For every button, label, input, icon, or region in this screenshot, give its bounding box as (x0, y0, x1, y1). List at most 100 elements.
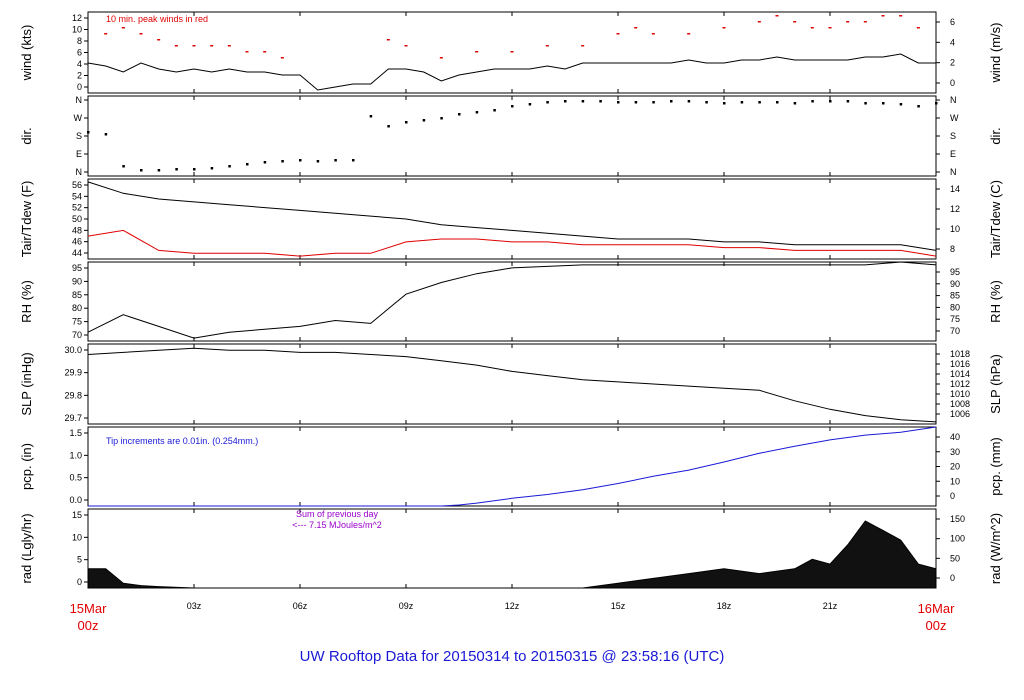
y-axis-label-right: RH (%) (988, 280, 1003, 323)
y-tick-label-right: 95 (950, 267, 960, 277)
y-tick-label-right: 1012 (950, 379, 970, 389)
y-axis-label-right: dir. (988, 127, 1003, 144)
x-tick-label: 15z (611, 601, 626, 611)
y-tick-label-right: 1014 (950, 369, 970, 379)
dir-point (670, 100, 673, 103)
wind-peak-mark (651, 33, 655, 35)
dir-point (87, 131, 90, 134)
tdew-line (87, 229, 937, 257)
y-tick-label-right: 4 (950, 37, 955, 47)
y-tick-label-left: N (76, 167, 83, 177)
dir-point (811, 100, 814, 103)
y-tick-label-right: 6 (950, 17, 955, 27)
y-tick-label-left: 10 (72, 25, 82, 35)
dir-point (458, 113, 461, 116)
dir-point (528, 103, 532, 106)
footer-title: UW Rooftop Data for 20150314 to 20150315… (299, 648, 725, 665)
y-tick-label-right: 20 (950, 462, 960, 472)
y-axis-label-right: pcp. (mm) (988, 437, 1003, 496)
wind-peak-mark (881, 15, 885, 17)
wind-peak-mark (687, 33, 691, 35)
dir-point (652, 101, 655, 104)
dir-point (210, 167, 214, 170)
y-tick-label-left: 44 (72, 248, 82, 258)
dir-point (140, 169, 143, 172)
dir-point (387, 125, 390, 128)
dir-point (246, 163, 249, 166)
y-tick-label-left: N (76, 95, 83, 105)
y-tick-label-left: 0 (77, 577, 82, 587)
tair-line (87, 181, 937, 251)
rad-area (87, 520, 937, 589)
dir-point (740, 101, 744, 104)
y-tick-label-left: 48 (72, 225, 82, 235)
y-tick-label-right: 1010 (950, 389, 970, 399)
wind-peak-mark (192, 45, 196, 47)
panel-temp (87, 178, 937, 260)
dir-point (334, 159, 337, 162)
dir-point (104, 133, 108, 136)
wind-peak-mark (227, 45, 231, 47)
y-tick-label-left: 15 (72, 510, 82, 520)
y-tick-label-left: 0.5 (69, 473, 82, 483)
dir-point (369, 115, 373, 118)
dir-point (564, 100, 567, 103)
dir-point (846, 100, 850, 103)
y-tick-label-left: 70 (72, 330, 82, 340)
y-tick-label-right: 85 (950, 291, 960, 301)
y-tick-label-right: W (950, 113, 959, 123)
wind-peak-mark (899, 15, 903, 17)
y-axis-label-right: Tair/Tdew (C) (988, 180, 1003, 258)
wind-peak-mark (863, 21, 867, 23)
wind-peak-mark (263, 51, 267, 53)
y-axis-label-left: RH (%) (19, 280, 34, 323)
y-tick-label-right: 80 (950, 302, 960, 312)
y-tick-label-left: 95 (72, 263, 82, 273)
wind-peak-mark (475, 51, 479, 53)
dir-point (617, 101, 620, 104)
wind-peak-mark (174, 45, 178, 47)
wind-peak-mark (828, 27, 832, 29)
y-tick-label-right: 50 (950, 553, 960, 563)
wind-peak-mark (439, 57, 443, 59)
dir-point (228, 165, 231, 168)
y-tick-label-right: 90 (950, 279, 960, 289)
wind-peak-mark (810, 27, 814, 29)
dir-point (422, 119, 426, 122)
x-tick-label: 21z (823, 601, 838, 611)
wind-peak-mark (121, 27, 125, 29)
wind-peak-mark (510, 51, 514, 53)
x-tick-label: 18z (717, 601, 732, 611)
x-start-label-bottom: 00z (78, 618, 99, 633)
y-tick-label-left: 90 (72, 276, 82, 286)
y-tick-label-left: 0 (77, 82, 82, 92)
y-tick-label-left: 29.7 (64, 413, 82, 423)
wind-peak-mark (280, 57, 284, 59)
dir-point (793, 102, 797, 105)
dir-point (687, 100, 691, 103)
wind-peak-mark (104, 33, 108, 35)
wind-peak-mark (139, 33, 143, 35)
y-axis-label-left: Tair/Tdew (F) (19, 181, 34, 258)
dir-point (829, 100, 832, 103)
y-tick-label-right: 30 (950, 447, 960, 457)
wind-peak-mark (157, 39, 161, 41)
y-tick-label-left: 52 (72, 203, 82, 213)
dir-point (882, 102, 885, 105)
y-tick-label-left: 1.0 (69, 450, 82, 460)
wind-peak-mark (245, 51, 249, 53)
y-tick-label-left: 8 (77, 36, 82, 46)
y-tick-label-left: 0.0 (69, 495, 82, 505)
x-tick-label: 03z (187, 601, 202, 611)
y-axis-label-right: rad (W/m^2) (988, 513, 1003, 584)
y-tick-label-left: 2 (77, 71, 82, 81)
dir-point (281, 160, 284, 163)
dir-point (440, 117, 443, 120)
y-tick-label-left: 6 (77, 48, 82, 58)
wind-peak-mark (210, 45, 214, 47)
y-axis-label-left: dir. (19, 127, 34, 144)
dir-point (899, 103, 903, 106)
y-axis-label-left: rad (Lgly/hr) (19, 513, 34, 583)
wind-peak-mark (616, 33, 620, 35)
